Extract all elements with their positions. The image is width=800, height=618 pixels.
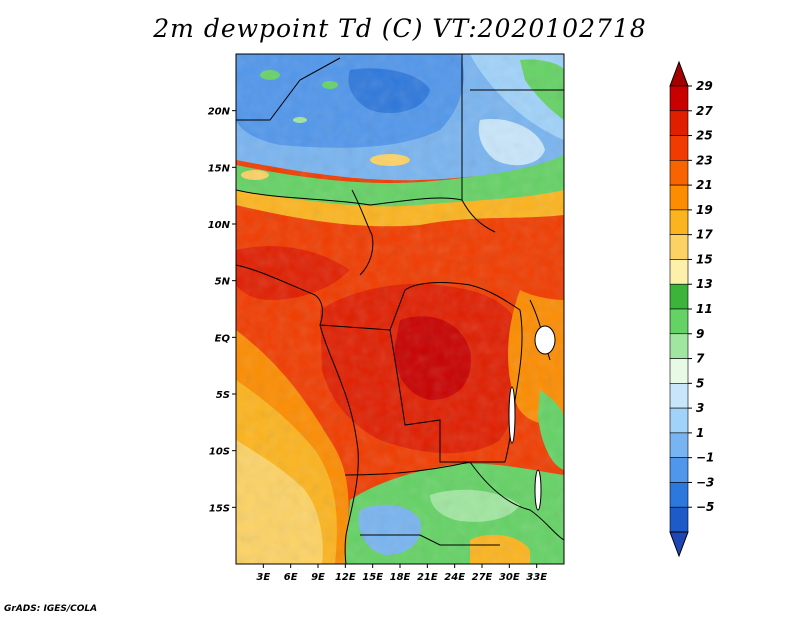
colorbar-swatch [669, 259, 689, 285]
lat-label: 20N [208, 107, 231, 118]
colorbar-label: 19 [696, 203, 713, 217]
lon-label: 27E [472, 572, 493, 583]
colorbar-label: −5 [696, 500, 714, 514]
colorbar-label: 11 [696, 302, 713, 316]
lon-label: 21E [417, 572, 438, 583]
chad-sudan-border [461, 54, 496, 233]
colorbar-label: 25 [696, 129, 713, 143]
colorbar-swatch [669, 407, 689, 434]
colorbar-swatch [669, 234, 689, 260]
sahel-border [236, 189, 463, 206]
lon-label: 33E [526, 572, 547, 583]
colorbar-label: −1 [696, 451, 714, 465]
algeria-border [236, 57, 341, 121]
colorbar-swatch [669, 85, 689, 112]
lon-label: 18E [390, 572, 411, 583]
lake-tanganyika [508, 386, 516, 444]
map-title: 2m dewpoint Td (C) VT:2020102718 [153, 14, 647, 43]
colorbar-label: 15 [696, 252, 713, 266]
lon-label: 6E [284, 572, 298, 583]
lakes [508, 325, 556, 511]
colorbar-swatch [669, 209, 689, 235]
west-coastline [236, 264, 359, 564]
drc-west-border [389, 329, 505, 463]
nigeria-border [351, 189, 374, 276]
colorbar-label: 1 [696, 426, 704, 440]
zambia-border [469, 461, 564, 541]
lat-label: 5N [215, 277, 231, 288]
lake-malawi [534, 469, 542, 511]
colorbar-swatch [669, 457, 689, 483]
car-border [319, 282, 521, 331]
lat-label: 15S [209, 503, 230, 514]
colorbar-label: 27 [696, 104, 713, 118]
map-axes: 20N 15N 10N 5N EQ 5S 10S 15S 3E 6E 9E 12E 15E 18E 21E 2… [208, 107, 548, 583]
lon-label: 24E [444, 572, 465, 583]
colorbar-label: 23 [696, 153, 713, 167]
colorbar-swatch [669, 482, 689, 508]
lon-label: 3E [256, 572, 270, 583]
colorbar-swatch [669, 135, 689, 161]
lat-label: 10N [208, 220, 231, 231]
lon-label: 15E [362, 572, 383, 583]
colorbar: 29 27 25 23 21 19 17 15 13 11 9 7 5 3 1 −1 −3 −5 [669, 60, 714, 558]
angola-border [344, 461, 471, 476]
colorbar-swatch [669, 506, 689, 533]
lat-label: 10S [209, 447, 230, 458]
colorbar-swatch [669, 383, 689, 409]
colorbar-swatch [669, 283, 689, 310]
colorbar-swatch [669, 160, 689, 186]
dewpoint-map [236, 54, 564, 564]
texture [236, 54, 564, 564]
namibia-border [360, 534, 500, 546]
lon-label: 30E [499, 572, 520, 583]
colorbar-min-arrow [669, 531, 689, 558]
colorbar-label: 29 [696, 79, 713, 93]
lat-label: 15N [208, 163, 231, 174]
colorbar-swatch [669, 308, 689, 335]
colorbar-swatch [669, 333, 689, 359]
colorbar-label: 17 [696, 228, 713, 242]
colorbar-label: 13 [696, 277, 713, 291]
colorbar-label: 9 [696, 327, 704, 341]
colorbar-swatch [669, 184, 689, 211]
lon-label: 9E [311, 572, 325, 583]
colorbar-label: 5 [696, 376, 704, 390]
colorbar-label: 3 [696, 401, 704, 415]
lat-label: 5S [216, 390, 230, 401]
colorbar-label: 21 [696, 178, 713, 192]
colorbar-label: 7 [696, 352, 705, 366]
lake-victoria [534, 325, 556, 355]
lat-label: EQ [215, 333, 231, 344]
colorbar-swatch [669, 358, 689, 384]
colorbar-label: −3 [696, 475, 714, 489]
colorbar-swatch [669, 110, 689, 136]
credit-text: GrADS: IGES/COLA [4, 604, 98, 614]
colorbar-max-arrow [669, 60, 689, 87]
colorbar-swatch [669, 432, 689, 458]
lon-label: 12E [335, 572, 356, 583]
